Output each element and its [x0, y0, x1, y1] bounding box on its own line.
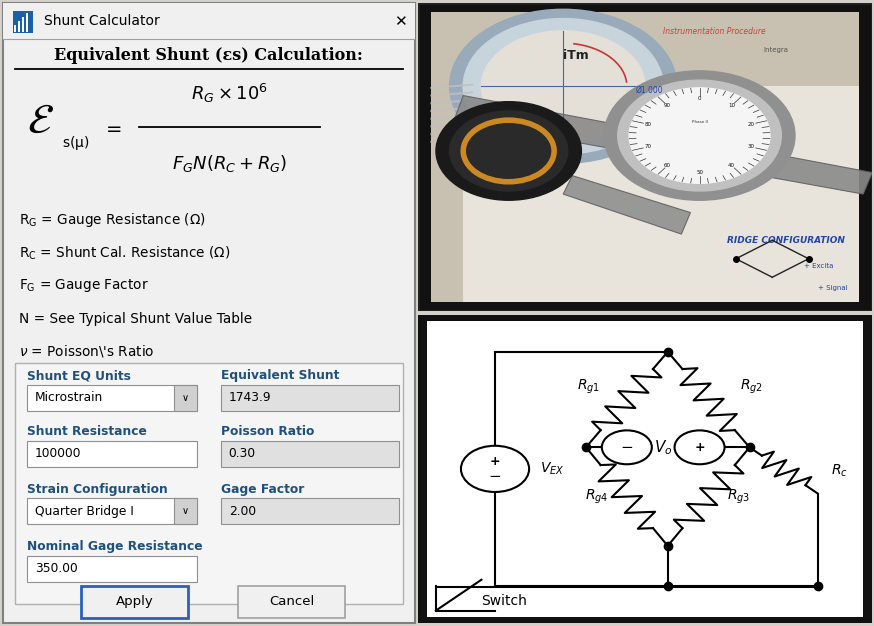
Text: 0: 0: [697, 96, 701, 101]
Text: $R_G \times 10^6$: $R_G \times 10^6$: [191, 81, 268, 105]
Bar: [18, 21, 20, 32]
Text: $R_{g4}$: $R_{g4}$: [586, 488, 608, 506]
Bar: [14, 25, 17, 32]
Text: −: −: [489, 469, 502, 484]
Text: 2.00: 2.00: [229, 505, 256, 518]
Text: 20: 20: [748, 121, 755, 126]
Text: Poisson Ratio: Poisson Ratio: [221, 425, 315, 438]
Text: + Signal: + Signal: [818, 285, 847, 290]
Text: 100000: 100000: [35, 447, 81, 460]
Text: $R_{g3}$: $R_{g3}$: [727, 488, 750, 506]
Text: 70: 70: [644, 145, 651, 150]
Bar: [13, 11, 32, 33]
Text: −: −: [621, 440, 633, 455]
Text: 1743.9: 1743.9: [229, 391, 271, 404]
Bar: [3, 3, 415, 39]
Text: Switch: Switch: [482, 594, 527, 608]
Text: Apply: Apply: [115, 595, 154, 608]
Text: +: +: [489, 454, 500, 468]
Text: Integra: Integra: [763, 48, 788, 53]
Circle shape: [449, 111, 568, 191]
Bar: [463, 86, 858, 302]
Circle shape: [461, 446, 529, 492]
FancyBboxPatch shape: [27, 498, 197, 525]
Text: N = See Typical Shunt Value Table: N = See Typical Shunt Value Table: [19, 312, 253, 326]
Text: $V_o$: $V_o$: [654, 438, 672, 456]
Bar: [26, 13, 28, 32]
Text: + Excita: + Excita: [804, 263, 834, 269]
Polygon shape: [563, 176, 690, 234]
Circle shape: [629, 88, 770, 183]
Text: Quarter Bridge I: Quarter Bridge I: [35, 505, 134, 518]
Text: $\nu$ = Poisson\'s Ratio: $\nu$ = Poisson\'s Ratio: [19, 344, 155, 359]
Text: Ø1.000: Ø1.000: [636, 85, 663, 95]
Bar: [22, 17, 24, 32]
Text: +: +: [694, 441, 704, 454]
Text: 350.00: 350.00: [35, 562, 78, 575]
Text: Instrumentation Procedure: Instrumentation Procedure: [663, 27, 766, 36]
FancyBboxPatch shape: [221, 385, 399, 411]
FancyBboxPatch shape: [221, 498, 399, 525]
FancyBboxPatch shape: [3, 3, 415, 623]
Polygon shape: [454, 96, 872, 194]
Text: 40: 40: [728, 163, 735, 168]
Text: ∨: ∨: [182, 506, 189, 516]
FancyBboxPatch shape: [221, 441, 399, 467]
FancyBboxPatch shape: [174, 385, 197, 411]
Text: 60: 60: [664, 163, 671, 168]
Text: Nominal Gage Resistance: Nominal Gage Resistance: [27, 540, 203, 553]
Text: 90: 90: [664, 103, 671, 108]
FancyBboxPatch shape: [27, 441, 197, 467]
Text: 0.30: 0.30: [229, 447, 256, 460]
Circle shape: [482, 31, 645, 141]
Text: RIDGE CONFIGURATION: RIDGE CONFIGURATION: [727, 237, 844, 245]
Text: Cancel: Cancel: [269, 595, 314, 608]
Text: ∨: ∨: [182, 393, 189, 403]
Text: $\mathrm{R_C}$ = Shunt Cal. Resistance ($\Omega$): $\mathrm{R_C}$ = Shunt Cal. Resistance (…: [19, 244, 231, 262]
Circle shape: [604, 71, 795, 200]
Text: 80: 80: [644, 121, 651, 126]
Text: Shunt Resistance: Shunt Resistance: [27, 425, 147, 438]
Circle shape: [675, 431, 725, 464]
Text: $\mathrm{s(\mu)}$: $\mathrm{s(\mu)}$: [62, 133, 90, 151]
Text: Gage Factor: Gage Factor: [221, 483, 305, 496]
Text: $\mathrm{R_G}$ = Gauge Resistance ($\Omega$): $\mathrm{R_G}$ = Gauge Resistance ($\Ome…: [19, 211, 205, 229]
Text: Phase II: Phase II: [691, 120, 707, 124]
Circle shape: [618, 80, 781, 191]
Text: $F_G N(R_C + R_G)$: $F_G N(R_C + R_G)$: [172, 153, 288, 173]
Text: $R_c$: $R_c$: [831, 462, 849, 479]
Circle shape: [436, 101, 581, 200]
Circle shape: [449, 9, 676, 163]
Circle shape: [463, 19, 663, 154]
Text: Shunt EQ Units: Shunt EQ Units: [27, 369, 131, 382]
Text: $\mathcal{E}$: $\mathcal{E}$: [27, 100, 54, 142]
Text: $R_{g2}$: $R_{g2}$: [740, 378, 764, 396]
Text: Shunt Calculator: Shunt Calculator: [44, 14, 160, 28]
Text: 30: 30: [748, 145, 755, 150]
FancyBboxPatch shape: [81, 586, 188, 618]
Text: Strain Configuration: Strain Configuration: [27, 483, 168, 496]
Text: Equivalent Shunt: Equivalent Shunt: [221, 369, 340, 382]
FancyBboxPatch shape: [27, 385, 197, 411]
Text: 50: 50: [696, 170, 703, 175]
Text: Microstrain: Microstrain: [35, 391, 103, 404]
Text: $R_{g1}$: $R_{g1}$: [577, 378, 600, 396]
FancyBboxPatch shape: [174, 498, 197, 525]
FancyBboxPatch shape: [27, 556, 197, 582]
Text: $\mathrm{F_G}$ = Gauge Factor: $\mathrm{F_G}$ = Gauge Factor: [19, 277, 149, 294]
Text: $V_{EX}$: $V_{EX}$: [540, 461, 565, 477]
FancyBboxPatch shape: [238, 586, 345, 618]
Text: Equivalent Shunt (εs) Calculation:: Equivalent Shunt (εs) Calculation:: [54, 47, 364, 64]
Text: ✕: ✕: [394, 14, 407, 29]
Text: 10: 10: [728, 103, 735, 108]
Text: $=$: $=$: [102, 118, 122, 136]
FancyBboxPatch shape: [15, 362, 403, 604]
Circle shape: [602, 431, 652, 464]
Text: iTm: iTm: [563, 49, 589, 61]
